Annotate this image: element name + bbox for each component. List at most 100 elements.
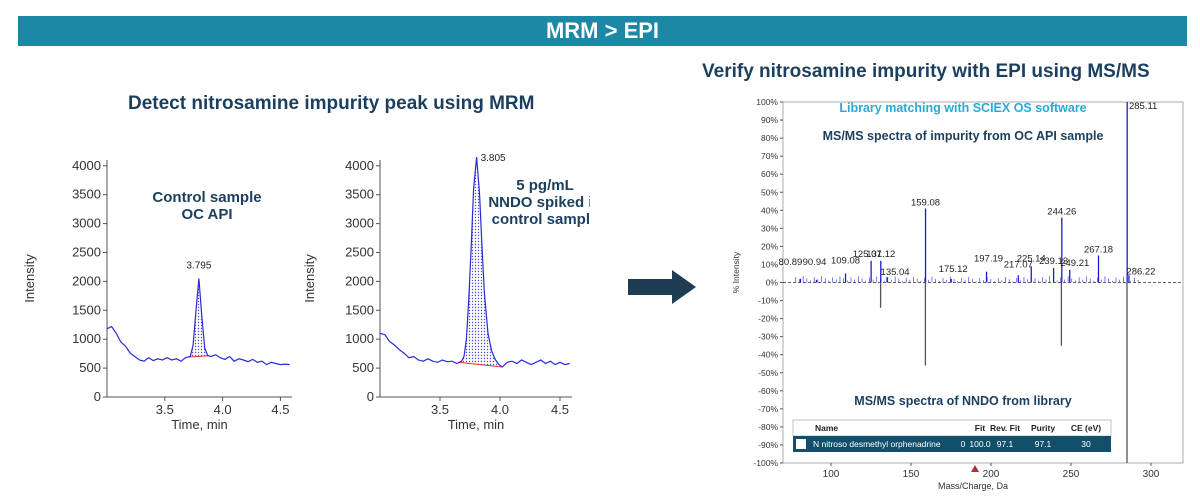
y-tick-label: 500: [79, 360, 101, 375]
y-tick-label: 2000: [345, 273, 374, 288]
peak-mz-label: 90.94: [803, 257, 827, 268]
x-tick-label: 4.5: [551, 402, 569, 417]
y-tick-label: -70%: [758, 404, 778, 414]
right-heading: Verify nitrosamine impurity with EPI usi…: [702, 61, 1150, 82]
peak-mz-label: 239.13: [1039, 256, 1068, 267]
peak-mz-label: 244.26: [1047, 207, 1076, 218]
table-column-header: Name: [815, 423, 838, 433]
y-axis-label: % Intensity: [731, 251, 741, 293]
y-tick-label: 2000: [72, 273, 101, 288]
y-tick-label: 4000: [72, 158, 101, 173]
peak-mz-label: 249.21: [1060, 258, 1089, 269]
y-tick-label: -100%: [753, 458, 778, 468]
chromatogram-trace: [379, 157, 570, 368]
upper-title: MS/MS spectra of impurity from OC API sa…: [823, 129, 1104, 143]
sample-annotation: OC API: [181, 206, 232, 223]
peak-mz-label: 109.08: [831, 255, 860, 266]
y-tick-label: 2500: [345, 244, 374, 259]
y-tick-label: -80%: [758, 422, 778, 432]
y-tick-label: 3500: [345, 187, 374, 202]
sample-annotation: Control sample: [152, 189, 261, 206]
table-column-header: Fit: [975, 423, 986, 433]
y-tick-label: -30%: [758, 332, 778, 342]
y-tick-label: 0%: [766, 278, 779, 288]
y-tick-label: 0: [94, 389, 101, 404]
y-tick-label: 500: [352, 360, 374, 375]
y-tick-label: 30%: [761, 223, 778, 233]
y-tick-label: -60%: [758, 386, 778, 396]
y-tick-label: -90%: [758, 440, 778, 450]
x-tick-label: 3.5: [156, 402, 174, 417]
peak-mz-label: 225.14: [1017, 253, 1046, 264]
y-axis-label: Intensity: [22, 254, 37, 303]
y-tick-label: 3000: [72, 216, 101, 231]
peak-label: 3.805: [481, 153, 506, 164]
x-tick-label: 100: [823, 469, 840, 480]
table-cell: 100.0: [969, 439, 991, 449]
y-tick-label: 100%: [756, 97, 778, 107]
table-header-bg: [792, 419, 1112, 437]
x-tick-label: 4.0: [491, 402, 509, 417]
y-tick-label: 80%: [761, 133, 778, 143]
peak-mz-label: 217.07: [1004, 259, 1033, 270]
peak-mz-label: 80.89: [779, 257, 803, 268]
y-tick-label: 1500: [345, 302, 374, 317]
y-tick-label: 70%: [761, 151, 778, 161]
sample-annotation: NNDO spiked in: [488, 194, 590, 211]
y-tick-label: 0: [367, 389, 374, 404]
y-tick-label: -50%: [758, 368, 778, 378]
x-tick-label: 300: [1143, 469, 1160, 480]
table-cell: 97.1: [1035, 439, 1052, 449]
peak-mz-label: 159.08: [911, 197, 940, 208]
x-tick-label: 4.5: [271, 402, 289, 417]
x-tick-label: 3.5: [431, 402, 449, 417]
integrated-peak-area: [459, 157, 503, 367]
library-title: Library matching with SCIEX OS software: [839, 101, 1086, 115]
table-column-header: Rev. Fit: [990, 423, 1020, 433]
y-tick-label: 2500: [72, 244, 101, 259]
y-tick-label: 3500: [72, 187, 101, 202]
y-tick-label: 1000: [72, 331, 101, 346]
integration-baseline: [187, 355, 209, 358]
peak-mz-label: 197.19: [974, 254, 1003, 265]
peak-mz-label: 131.12: [866, 249, 895, 260]
peak-mz-label: 175.12: [939, 264, 968, 275]
y-tick-label: -40%: [758, 350, 778, 360]
table-row-bg: [793, 436, 1111, 452]
table-column-header: Purity: [1031, 423, 1055, 433]
left-heading: Detect nitrosamine impurity peak using M…: [128, 93, 535, 114]
cursor-icon: [796, 439, 806, 449]
peak-mz-label: 286.22: [1126, 266, 1155, 277]
x-tick-label: 200: [983, 469, 1000, 480]
y-tick-label: 50%: [761, 187, 778, 197]
y-tick-label: 3000: [345, 216, 374, 231]
x-axis-label: Time, min: [448, 417, 505, 432]
x-tick-label: 4.0: [214, 402, 232, 417]
msms-spectrum: 100% 90% 80% 70% 60% 50% 40% 30% 20% 10% 0% -10% -20…: [731, 97, 1184, 491]
x-axis-label: Time, min: [171, 417, 228, 432]
table-cell: 30: [1081, 439, 1091, 449]
x-tick-label: 150: [903, 469, 920, 480]
chromatogram-trace: [106, 278, 290, 366]
y-tick-label: -20%: [758, 314, 778, 324]
y-tick-label: -10%: [758, 296, 778, 306]
table-cell: 0: [961, 439, 966, 449]
x-axis-label: Mass/Charge, Da: [938, 481, 1008, 491]
y-tick-label: 4000: [345, 158, 374, 173]
table-cell: N nitroso desmethyl orphenadrine: [813, 439, 941, 449]
y-tick-label: 10%: [761, 259, 778, 269]
table-cell: 97.1: [997, 439, 1014, 449]
sample-annotation: 5 pg/mL: [516, 177, 574, 194]
peak-mz-label: 267.18: [1084, 244, 1113, 255]
integration-baseline: [459, 361, 503, 368]
right-arrow-icon: [628, 270, 696, 304]
y-tick-label: 1500: [72, 302, 101, 317]
peak-mz-label: 285.11: [1129, 101, 1157, 112]
peak-mz-label: 125.07: [853, 249, 882, 260]
x-tick-label: 250: [1063, 469, 1080, 480]
y-tick-label: 90%: [761, 115, 778, 125]
y-tick-label: 40%: [761, 205, 778, 215]
sample-annotation: control sample: [492, 211, 590, 228]
y-tick-label: 1000: [345, 331, 374, 346]
chromatogram-spiked: 0 500 1000 1500 2000 2500 3000 3500 4000 3.5 4.0 4.…: [302, 153, 590, 432]
